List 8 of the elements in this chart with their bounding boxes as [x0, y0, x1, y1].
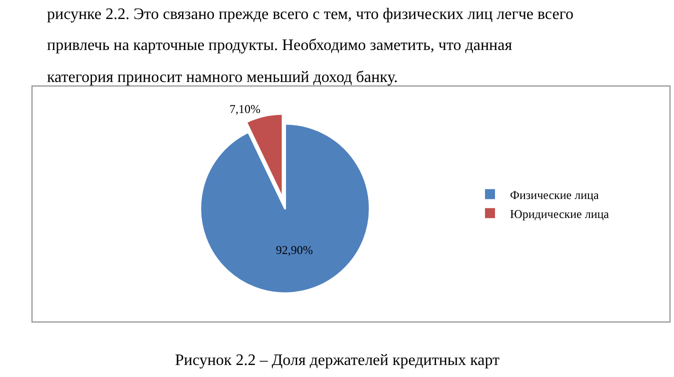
text: категория приносит намного меньший доход банку.: [47, 69, 398, 86]
text: Рисунок 2.2 – Доля держателей кредитных карт: [175, 352, 500, 369]
data-label: 7,10%: [229, 102, 260, 116]
data-label: 92,90%: [276, 242, 313, 257]
legend-label: Физические лица: [510, 188, 600, 202]
text: рисунке 2.2. Это связано прежде всего с тем, что физических лиц легче всего: [47, 6, 574, 23]
text: привлечь на карточные продукты. Необходимо заметить, что данная: [47, 37, 513, 54]
legend-label: Юридические лица: [510, 206, 610, 221]
